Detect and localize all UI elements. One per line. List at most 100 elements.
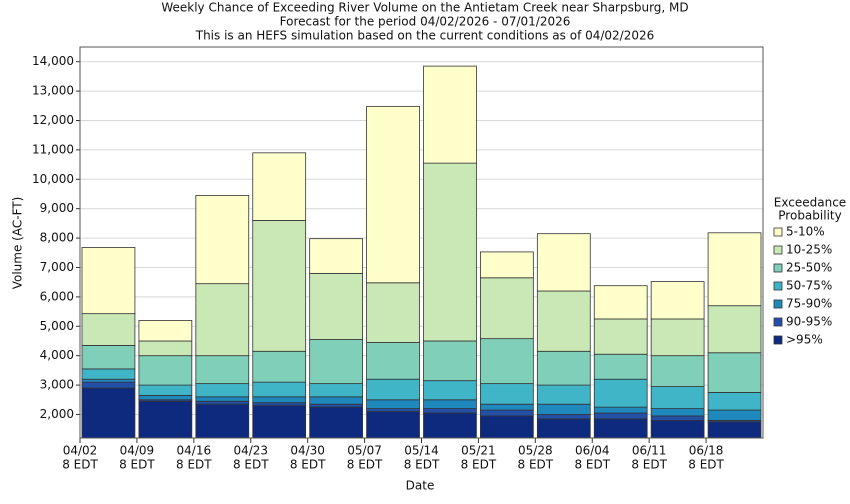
bar-segment xyxy=(195,283,250,357)
bar-segment xyxy=(480,251,534,279)
x-tick-label: 05/07 xyxy=(347,444,382,458)
bar-segment xyxy=(252,350,307,383)
bar-segment xyxy=(252,220,307,352)
plot-area xyxy=(80,47,763,438)
bar-segment xyxy=(81,378,136,383)
bar-segment xyxy=(138,320,193,342)
y-axis-label: Volume (AC-FT) xyxy=(11,197,25,290)
chart-title: Weekly Chance of Exceeding River Volume … xyxy=(161,1,688,15)
bar-segment xyxy=(195,383,250,398)
bar-segment xyxy=(252,405,307,439)
x-tick-label: 04/09 xyxy=(120,444,155,458)
bar-segment xyxy=(138,394,193,401)
chart-subtitle: This is an HEFS simulation based on the … xyxy=(195,29,655,43)
bar-segment xyxy=(593,353,648,380)
y-tick-label: 12,000 xyxy=(32,113,74,127)
bar-segment xyxy=(138,384,193,396)
bar-segment xyxy=(195,195,250,285)
bar-segment xyxy=(138,340,193,357)
legend-title: Exceedance xyxy=(774,196,846,210)
bar-segment xyxy=(536,403,591,415)
bar-segment xyxy=(366,282,420,343)
y-tick-label: 2,000 xyxy=(40,407,74,421)
x-tick-label: 04/30 xyxy=(290,444,325,458)
bar-segment xyxy=(650,318,705,357)
bar-segment xyxy=(366,411,420,439)
bar-segment xyxy=(252,402,307,407)
bar-segment xyxy=(593,285,648,320)
legend-swatch xyxy=(773,263,783,273)
bar-segment xyxy=(423,408,477,414)
bar-segment xyxy=(81,387,136,439)
legend-label: 90-95% xyxy=(786,315,832,329)
legend-swatch xyxy=(773,227,783,237)
bar-segment xyxy=(707,409,762,421)
chart-subtitle: Forecast for the period 04/02/2026 - 07/… xyxy=(280,15,571,29)
y-tick-label: 14,000 xyxy=(32,54,74,68)
x-tick-label: 8 EDT xyxy=(631,458,667,472)
x-tick-label: 05/28 xyxy=(518,444,553,458)
x-tick-label: 8 EDT xyxy=(688,458,724,472)
bar-segment xyxy=(650,386,705,410)
bar-segment xyxy=(650,415,705,421)
x-tick-label: 8 EDT xyxy=(347,458,383,472)
bar-segment xyxy=(593,318,648,355)
bar-segment xyxy=(536,414,591,420)
bar-segment xyxy=(593,418,648,439)
x-tick-label: 8 EDT xyxy=(461,458,497,472)
legend-label: >95% xyxy=(786,333,823,347)
legend-title: Probability xyxy=(778,209,841,223)
bar-segment xyxy=(309,403,363,408)
y-tick-label: 10,000 xyxy=(32,172,74,186)
x-tick-label: 8 EDT xyxy=(404,458,440,472)
bar-segment xyxy=(309,339,363,385)
bar-segment xyxy=(252,152,307,221)
bar-segment xyxy=(423,380,477,401)
x-tick-label: 8 EDT xyxy=(176,458,212,472)
bar-segment xyxy=(480,409,534,417)
x-tick-label: 06/04 xyxy=(575,444,610,458)
y-tick-label: 7,000 xyxy=(40,260,74,274)
plot-border xyxy=(79,46,764,439)
bar-segment xyxy=(195,400,250,405)
y-tick-label: 4,000 xyxy=(40,348,74,362)
legend-label: 50-75% xyxy=(786,279,832,293)
y-tick-label: 3,000 xyxy=(40,378,74,392)
x-tick-label: 8 EDT xyxy=(62,458,98,472)
bar-segment xyxy=(650,281,705,320)
bar-segment xyxy=(536,418,591,439)
y-tick-label: 6,000 xyxy=(40,289,74,303)
x-tick-label: 04/23 xyxy=(233,444,268,458)
bar-segment xyxy=(650,355,705,387)
bar-segment xyxy=(309,383,363,398)
x-tick-label: 05/14 xyxy=(404,444,439,458)
bar-segment xyxy=(707,352,762,393)
bar-segment xyxy=(366,378,420,401)
bar-segment xyxy=(480,403,534,411)
legend-swatch xyxy=(773,281,783,291)
bar-segment xyxy=(138,355,193,386)
x-tick-label: 8 EDT xyxy=(518,458,554,472)
bar-segment xyxy=(366,342,420,380)
bar-segment xyxy=(593,378,648,408)
bar-segment xyxy=(81,368,136,380)
bar-segment xyxy=(650,419,705,439)
bar-segment xyxy=(423,412,477,439)
bar-segment xyxy=(650,408,705,417)
x-tick-label: 8 EDT xyxy=(574,458,610,472)
bar-segment xyxy=(309,272,363,340)
bar-segment xyxy=(195,403,250,439)
y-tick-label: 13,000 xyxy=(32,84,74,98)
bar-segment xyxy=(138,400,193,439)
legend-swatch xyxy=(773,245,783,255)
bar-segment xyxy=(480,383,534,405)
bar-segment xyxy=(536,233,591,292)
bar-segment xyxy=(366,399,420,410)
bar-segment xyxy=(707,392,762,411)
bar-segment xyxy=(309,396,363,405)
bar-segment xyxy=(366,408,420,412)
x-tick-label: 05/21 xyxy=(461,444,496,458)
bar-segment xyxy=(81,313,136,346)
bar-segment xyxy=(480,277,534,340)
